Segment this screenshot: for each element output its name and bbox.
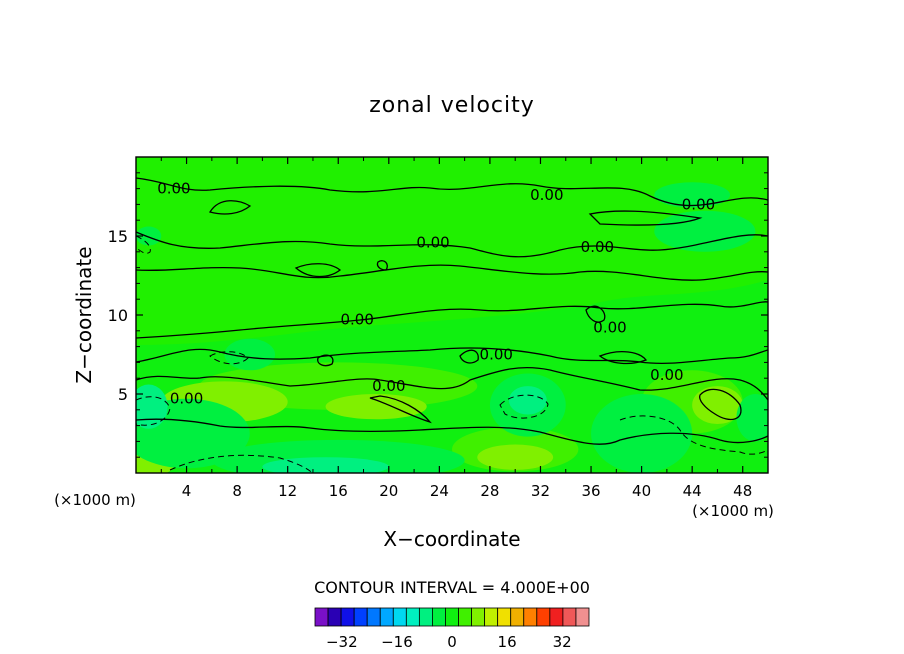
contour-label: 0.00	[170, 390, 203, 408]
contour-line	[499, 394, 549, 419]
colorbar-swatch	[536, 607, 551, 627]
contour-label: 0.00	[530, 186, 563, 204]
contour-line	[169, 454, 313, 473]
velocity-region	[136, 384, 168, 429]
contour-line	[136, 418, 768, 445]
contour-label: 0.00	[340, 311, 373, 329]
contour-line	[317, 354, 334, 367]
y-axis-unit: (×1000 m)	[692, 502, 774, 520]
x-tick-label: 20	[379, 482, 398, 500]
x-tick-label: 40	[632, 482, 651, 500]
contour-line	[136, 231, 768, 258]
contour-label: 0.00	[682, 195, 715, 213]
velocity-region	[508, 386, 547, 415]
contour-line	[598, 350, 648, 365]
contour-interval-text: CONTOUR INTERVAL = 4.000E+00	[314, 578, 590, 597]
colorbar-swatch	[314, 607, 329, 627]
colorbar-swatch	[562, 607, 577, 627]
velocity-region	[591, 394, 693, 473]
velocity-region	[654, 182, 731, 208]
contour-line	[136, 301, 768, 339]
contour-label: 0.00	[157, 180, 190, 198]
contour-line	[376, 260, 388, 271]
contour-line	[136, 347, 768, 364]
x-axis-label: X−coordinate	[383, 527, 520, 551]
x-tick-label: 24	[430, 482, 449, 500]
contour-label: 0.00	[581, 238, 614, 256]
velocity-region	[224, 338, 276, 371]
y-tick-label: 15	[108, 227, 128, 246]
contour-line	[136, 396, 171, 426]
colorbar-tick-label: −32	[326, 633, 358, 651]
contour-lines	[136, 177, 768, 473]
colorbar-swatch	[497, 607, 512, 627]
contour-line	[588, 210, 703, 226]
contour-line	[209, 351, 249, 365]
colorbar-swatch	[445, 607, 459, 627]
x-tick-label: 44	[683, 482, 702, 500]
x-tick-label: 4	[182, 482, 192, 500]
x-axis-unit: (×1000 m)	[54, 491, 136, 509]
contour-label: 0.00	[372, 377, 405, 395]
contour-line	[136, 264, 768, 281]
y-tick-label: 5	[118, 385, 128, 404]
colorbar-swatch	[471, 607, 486, 627]
velocity-region	[136, 226, 162, 246]
contour-label: 0.00	[650, 366, 683, 384]
velocity-region	[736, 394, 768, 442]
colorbar-swatch	[549, 607, 564, 627]
contour-line	[459, 349, 479, 364]
colorbar-swatch	[379, 607, 394, 627]
y-tick-label: 10	[108, 306, 128, 325]
contour-line	[208, 200, 252, 215]
contour-line	[136, 235, 151, 254]
colorbar-swatch	[432, 607, 446, 627]
colorbar-swatch	[484, 607, 499, 627]
contour-label: 0.00	[416, 233, 449, 251]
colorbar-swatch	[327, 607, 342, 627]
colorbar-swatch	[366, 607, 381, 627]
y-axis-label: Z−coordinate	[72, 246, 96, 383]
colorbar-swatch	[418, 607, 433, 627]
colorbar-swatch	[458, 607, 472, 627]
velocity-region	[325, 394, 427, 420]
contour-label: 0.00	[480, 346, 513, 364]
colorbar-swatch	[392, 607, 407, 627]
x-tick-label: 36	[581, 482, 600, 500]
velocity-field	[136, 157, 768, 473]
x-tick-label: 48	[733, 482, 752, 500]
contour-line	[136, 366, 768, 401]
colorbar-tick-label: 0	[447, 633, 457, 651]
chart-title: zonal velocity	[369, 93, 535, 118]
contour-line	[619, 415, 768, 455]
colorbar-swatch	[405, 607, 420, 627]
colorbar-tick-label: 16	[498, 633, 517, 651]
velocity-region	[654, 210, 756, 252]
colorbar-swatch	[340, 607, 355, 627]
colorbar-swatch	[575, 607, 590, 627]
colorbar-tick-label: −16	[381, 633, 413, 651]
contour-line	[294, 263, 342, 278]
colorbar-swatch	[353, 607, 368, 627]
colorbar: −32 −16 0 16 32	[314, 607, 590, 651]
x-tick-label: 32	[531, 482, 550, 500]
contour-line	[369, 395, 432, 424]
contour-line	[699, 388, 742, 421]
contour-line	[585, 305, 606, 323]
colorbar-swatch	[523, 607, 538, 627]
x-tick-label: 16	[329, 482, 348, 500]
contour-label: 0.00	[593, 319, 626, 337]
x-tick-label: 28	[480, 482, 499, 500]
upper-band	[136, 157, 768, 345]
contour-line	[136, 177, 768, 207]
velocity-region	[262, 457, 389, 473]
x-tick-label: 8	[232, 482, 242, 500]
x-tick-label: 12	[278, 482, 297, 500]
velocity-region	[477, 444, 554, 470]
colorbar-swatch	[510, 607, 525, 627]
colorbar-tick-label: 32	[553, 633, 572, 651]
